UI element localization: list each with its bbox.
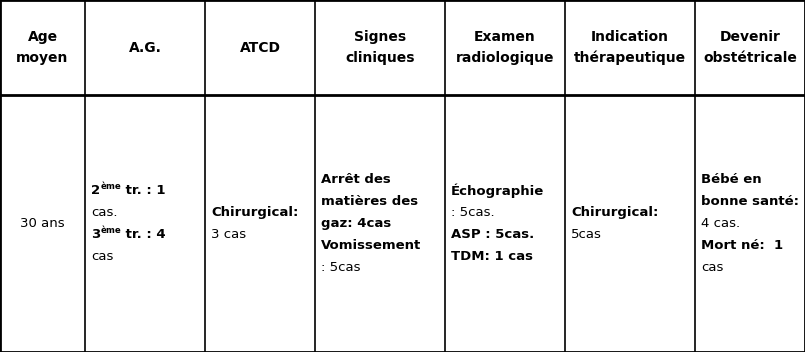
Text: gaz: 4cas: gaz: 4cas (321, 217, 391, 230)
Text: 4 cas.: 4 cas. (701, 217, 740, 230)
Text: ème: ème (101, 226, 121, 235)
Text: A.G.: A.G. (129, 40, 162, 55)
Text: 3: 3 (91, 228, 101, 241)
Text: bonne santé:: bonne santé: (701, 195, 799, 208)
Text: ème: ème (100, 182, 121, 191)
Text: Examen
radiologique: Examen radiologique (456, 30, 555, 65)
Text: tr. : 1: tr. : 1 (121, 184, 165, 197)
Text: tr. : 4: tr. : 4 (121, 228, 166, 241)
Text: TDM: 1 cas: TDM: 1 cas (451, 250, 533, 263)
Text: Échographie: Échographie (451, 183, 544, 198)
Text: Mort né:  1: Mort né: 1 (701, 239, 783, 252)
Text: : 5cas.: : 5cas. (451, 206, 494, 219)
Text: Chirurgical:: Chirurgical: (211, 206, 299, 219)
Text: Signes
cliniques: Signes cliniques (345, 30, 415, 65)
Text: 30 ans: 30 ans (20, 217, 65, 230)
Text: : 5cas: : 5cas (321, 261, 361, 274)
Text: ATCD: ATCD (240, 40, 280, 55)
Text: 2: 2 (91, 184, 100, 197)
Text: cas: cas (701, 261, 724, 274)
Text: Vomissement: Vomissement (321, 239, 421, 252)
Text: Bébé en: Bébé en (701, 173, 762, 186)
Text: Arrêt des: Arrêt des (321, 173, 390, 186)
Text: cas: cas (91, 250, 114, 263)
Text: Devenir
obstétricale: Devenir obstétricale (703, 30, 797, 65)
Text: matières des: matières des (321, 195, 418, 208)
Text: cas.: cas. (91, 206, 118, 219)
Text: Chirurgical:: Chirurgical: (571, 206, 658, 219)
Text: Indication
thérapeutique: Indication thérapeutique (574, 30, 686, 65)
Text: 3 cas: 3 cas (211, 228, 246, 241)
Text: 5cas: 5cas (571, 228, 602, 241)
Text: Age
moyen: Age moyen (16, 30, 68, 65)
Text: ASP : 5cas.: ASP : 5cas. (451, 228, 535, 241)
